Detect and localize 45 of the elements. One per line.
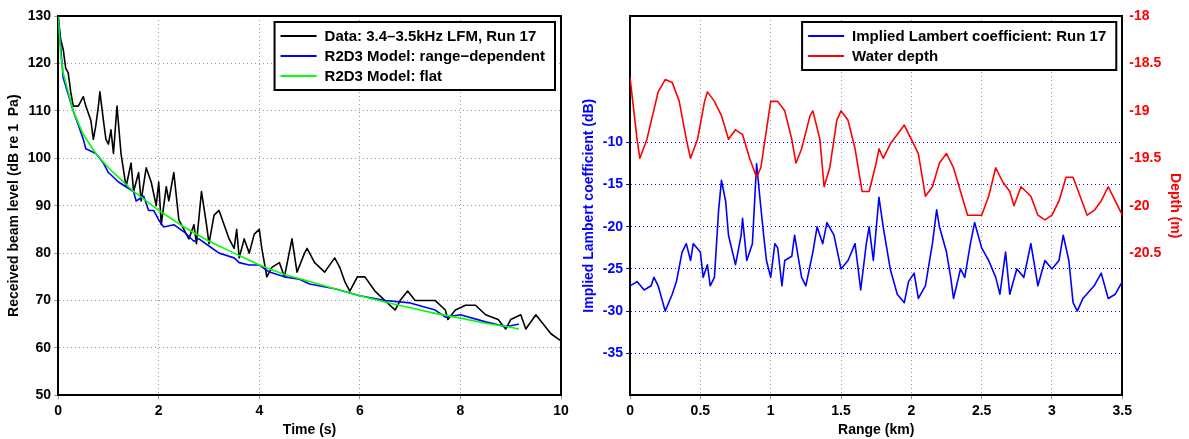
x-tick-label: 2 <box>907 401 916 418</box>
y-tick-label: -20 <box>602 217 624 234</box>
x-tick-label: 6 <box>355 401 364 418</box>
y-tick-label: 120 <box>27 54 52 71</box>
y2-tick-label: -19 <box>1129 101 1150 118</box>
y2-tick-label: -19.5 <box>1129 149 1162 166</box>
y-tick-label: -25 <box>602 259 624 276</box>
legend-label: R2D3 Model: range−dependent <box>324 47 545 65</box>
x-axis-title: Range (km) <box>838 421 915 438</box>
y2-axis-title: Depth (m) <box>1167 173 1184 239</box>
legend-label: R2D3 Model: flat <box>324 67 443 85</box>
y-tick-label: -30 <box>602 301 624 318</box>
y-tick-label: -10 <box>602 133 624 150</box>
x-axis-title: Time (s) <box>282 421 337 438</box>
x-tick-label: 0 <box>54 401 63 418</box>
x-tick-label: 8 <box>456 401 465 418</box>
y-tick-label: 90 <box>35 196 52 213</box>
y-tick-label: -15 <box>602 175 624 192</box>
y-tick-label: 50 <box>35 386 52 403</box>
x-tick-label: 0.5 <box>690 401 711 418</box>
y-tick-label: 110 <box>28 101 52 118</box>
x-tick-label: 1.5 <box>831 401 851 418</box>
y-axis-title: Received beam level (dB re 1 Pa) <box>5 94 22 317</box>
x-tick-label: 2.5 <box>971 401 992 418</box>
legend-label: Data: 3.4–3.5kHz LFM, Run 17 <box>324 27 537 45</box>
x-tick-label: 2 <box>154 401 163 418</box>
x-tick-label: 10 <box>553 401 569 418</box>
x-tick-label: 4 <box>255 401 264 418</box>
y-tick-label: 70 <box>35 291 52 308</box>
x-tick-label: 1 <box>766 401 775 418</box>
y-axis-title: Implied Lambert coefficient (dB) <box>580 98 597 313</box>
y2-tick-label: -18 <box>1129 6 1150 23</box>
y2-tick-label: -20 <box>1129 196 1150 213</box>
y-tick-label: 80 <box>35 243 52 260</box>
x-tick-label: 3.5 <box>1112 401 1133 418</box>
legend-label: Water depth <box>852 47 939 65</box>
legend-label: Implied Lambert coefficient: Run 17 <box>852 27 1107 45</box>
y-tick-label: 100 <box>27 149 52 166</box>
y-tick-label: -35 <box>602 344 624 361</box>
x-tick-label: 0 <box>626 401 635 418</box>
y-tick-label: 130 <box>27 6 52 23</box>
y-tick-label: 60 <box>35 338 52 355</box>
y2-tick-label: -20.5 <box>1129 243 1162 260</box>
y2-tick-label: -18.5 <box>1129 54 1162 71</box>
x-tick-label: 3 <box>1048 401 1057 418</box>
